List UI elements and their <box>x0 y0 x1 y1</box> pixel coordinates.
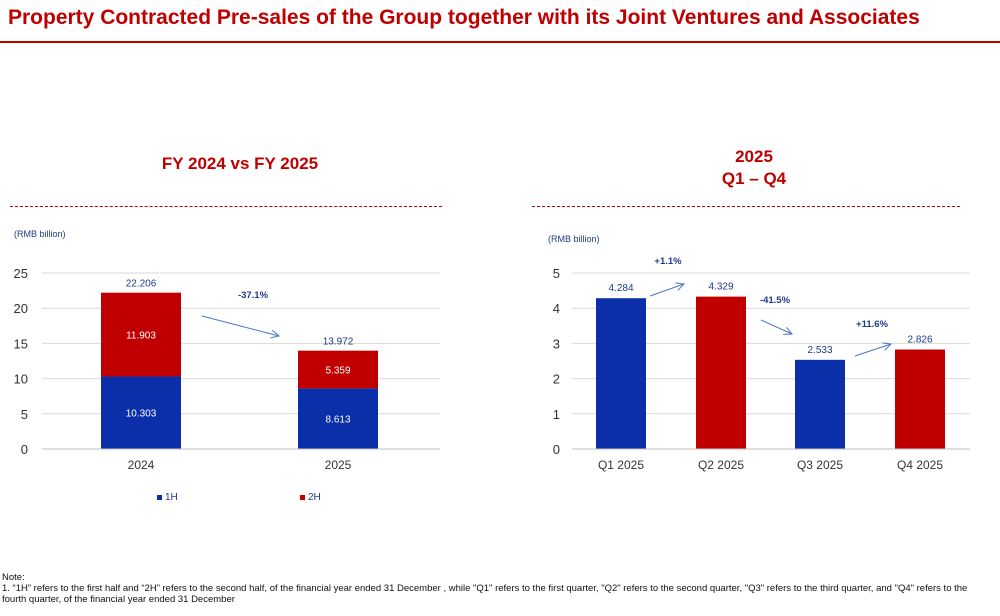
bar-q2-2025 <box>696 296 746 449</box>
right-panel-title: 2025 Q1 – Q4 <box>654 146 854 190</box>
bar-q1-2025 <box>596 298 646 449</box>
change-label: +11.6% <box>856 319 889 330</box>
x-tick-label: 2025 <box>325 458 352 472</box>
x-tick-label: Q1 2025 <box>598 458 644 472</box>
bar-value-label: 8.613 <box>325 415 350 426</box>
quarterly-chart: 0 1 2 3 4 5 4.284 Q1 2025 4.329 Q2 2025 2.533 Q3 20… <box>553 256 970 472</box>
change-arrow <box>201 315 279 336</box>
right-panel-divider <box>532 206 960 207</box>
title-divider <box>0 41 1000 43</box>
fy-comparison-chart: 051015202510.30311.90322.20620248.6135.3… <box>14 266 440 472</box>
bar-value-label: 5.359 <box>325 366 350 377</box>
y-tick-label: 2 <box>553 372 560 387</box>
footnote-text: 1. “1H” refers to the first half and “2H… <box>2 583 968 605</box>
left-panel-divider <box>10 206 442 207</box>
change-arrow <box>760 319 792 334</box>
bar-segment-1h <box>101 376 181 449</box>
bar-segment-2h <box>298 350 378 389</box>
left-unit-label: (RMB billion) <box>14 229 66 239</box>
page-title: Property Contracted Pre-sales of the Gro… <box>8 6 920 29</box>
change-label: -41.5% <box>760 295 791 306</box>
footnote: Note: 1. “1H” refers to the first half a… <box>2 572 992 605</box>
change-label: +1.1% <box>654 256 682 267</box>
right-panel-title-year: 2025 <box>735 147 773 166</box>
right-panel-title-quarters: Q1 – Q4 <box>721 169 787 188</box>
footnote-heading: Note: <box>2 572 25 583</box>
bar-segment-1h <box>298 388 378 449</box>
bar-total-label: 22.206 <box>126 279 157 290</box>
bar-q4-2025 <box>895 349 945 449</box>
bar-value-label: 2.826 <box>907 335 932 346</box>
bar-segment-2h <box>101 292 181 377</box>
legend-2h-label: 2H <box>308 492 321 503</box>
change-label: -37.1% <box>238 290 269 301</box>
y-tick-label: 15 <box>14 336 28 351</box>
change-arrow <box>854 344 891 357</box>
y-tick-label: 3 <box>553 336 560 351</box>
y-tick-label: 20 <box>14 301 28 316</box>
bar-value-label: 2.533 <box>807 345 832 356</box>
y-tick-label: 4 <box>553 301 560 316</box>
x-tick-label: 2024 <box>128 458 155 472</box>
bar-value-label: 4.284 <box>608 283 633 294</box>
right-unit-label: (RMB billion) <box>548 234 600 244</box>
legend-1h-swatch <box>157 495 162 500</box>
x-tick-label: Q2 2025 <box>698 458 744 472</box>
x-tick-label: Q3 2025 <box>797 458 843 472</box>
y-tick-label: 0 <box>21 442 28 457</box>
legend-2h: 2H <box>300 492 321 503</box>
y-tick-label: 5 <box>553 266 560 281</box>
bar-value-label: 4.329 <box>708 282 733 293</box>
legend-2h-swatch <box>300 495 305 500</box>
left-panel-title: FY 2024 vs FY 2025 <box>161 154 319 173</box>
x-tick-label: Q4 2025 <box>897 458 943 472</box>
y-tick-label: 25 <box>14 266 28 281</box>
legend-1h: 1H <box>157 492 178 503</box>
bar-total-label: 13.972 <box>323 337 354 348</box>
bar-q3-2025 <box>795 359 845 449</box>
y-tick-label: 10 <box>14 372 28 387</box>
change-arrow <box>649 284 684 297</box>
y-tick-label: 0 <box>553 442 560 457</box>
legend-1h-label: 1H <box>165 492 178 503</box>
y-tick-label: 5 <box>21 407 28 422</box>
bar-value-label: 11.903 <box>126 331 156 342</box>
y-tick-label: 1 <box>553 407 560 422</box>
bar-value-label: 10.303 <box>126 409 157 420</box>
